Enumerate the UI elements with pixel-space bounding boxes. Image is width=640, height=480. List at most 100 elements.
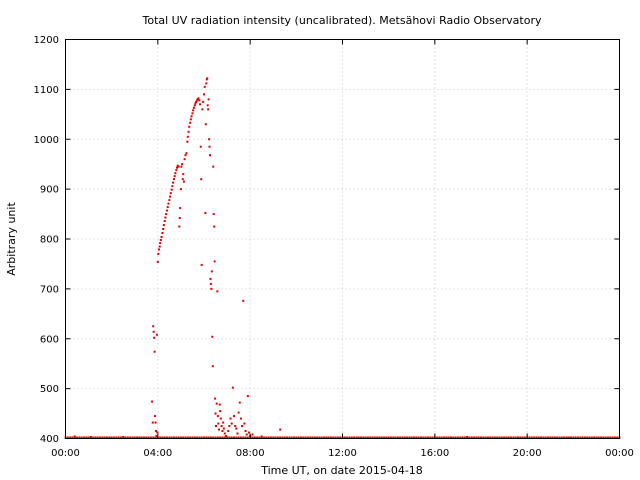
data-point xyxy=(180,165,183,168)
y-axis: 400 500 600 700 800 900 1000 1100 1200 xyxy=(34,35,620,445)
data-point-baseline xyxy=(399,436,402,439)
data-point-baseline xyxy=(535,436,538,439)
data-point-baseline xyxy=(544,436,547,439)
data-point-baseline xyxy=(203,436,205,439)
data-point xyxy=(215,425,218,428)
data-point-baseline xyxy=(251,436,254,439)
data-point xyxy=(226,436,229,439)
data-point-baseline xyxy=(387,436,390,439)
data-point xyxy=(157,252,160,255)
data-point-baseline xyxy=(505,436,508,439)
data-point-baseline xyxy=(507,436,510,439)
data-point xyxy=(223,432,226,435)
x-tick-label: 08:00 xyxy=(236,448,265,459)
data-point xyxy=(73,435,76,438)
data-point xyxy=(236,432,239,435)
data-point-baseline xyxy=(214,436,217,439)
data-point xyxy=(204,123,207,126)
data-point xyxy=(172,178,175,181)
data-point xyxy=(173,175,176,178)
data-point-baseline xyxy=(87,436,90,439)
data-point-baseline xyxy=(325,436,328,439)
data-point-baseline xyxy=(179,436,182,439)
data-point-baseline xyxy=(572,436,575,439)
data-point-baseline xyxy=(396,436,399,439)
data-point-baseline xyxy=(401,436,404,439)
data-point xyxy=(217,422,220,425)
data-point-baseline xyxy=(191,436,194,439)
data-point-baseline xyxy=(207,436,210,439)
data-point xyxy=(251,433,254,436)
data-point xyxy=(213,225,216,228)
data-point-baseline xyxy=(136,436,139,439)
y-tick-label: 800 xyxy=(40,235,59,246)
data-point xyxy=(179,207,182,210)
data-point-baseline xyxy=(343,436,346,439)
data-point-baseline xyxy=(256,436,259,439)
data-point-baseline xyxy=(313,436,316,439)
data-point xyxy=(222,427,225,430)
data-point-baseline xyxy=(496,436,499,439)
y-tick-label: 500 xyxy=(40,384,59,395)
data-point-baseline xyxy=(129,436,132,439)
data-point-baseline xyxy=(80,436,83,439)
data-point-baseline xyxy=(221,436,224,439)
data-point xyxy=(182,180,185,183)
data-point-baseline xyxy=(339,436,342,439)
data-point-baseline xyxy=(438,436,441,439)
data-point-baseline xyxy=(283,436,286,439)
data-point-baseline xyxy=(112,436,115,439)
data-point-baseline xyxy=(563,436,566,439)
data-point-baseline xyxy=(161,436,164,439)
data-point-baseline xyxy=(475,436,478,439)
data-point xyxy=(221,430,224,433)
data-point xyxy=(152,325,155,328)
data-point-baseline xyxy=(200,436,203,439)
data-point-baseline xyxy=(459,436,462,439)
data-point xyxy=(168,199,171,202)
data-point-baseline xyxy=(553,436,556,439)
data-point xyxy=(222,421,225,424)
data-point-baseline xyxy=(613,436,616,439)
data-point-baseline xyxy=(408,436,411,439)
data-point-baseline xyxy=(237,436,240,439)
y-tick-label: 900 xyxy=(40,185,59,196)
data-point-baseline xyxy=(383,436,386,439)
data-point-baseline xyxy=(445,436,448,439)
data-point-baseline xyxy=(239,436,242,439)
data-point xyxy=(89,436,92,439)
data-point xyxy=(206,77,209,80)
data-point-baseline xyxy=(205,436,208,439)
data-point xyxy=(203,93,205,96)
data-point-baseline xyxy=(193,436,196,439)
data-point xyxy=(218,428,221,431)
data-point-baseline xyxy=(389,436,392,439)
data-point-baseline xyxy=(177,436,180,439)
data-point-baseline xyxy=(182,436,185,439)
data-point xyxy=(208,145,211,148)
data-point xyxy=(241,425,244,428)
data-point-baseline xyxy=(110,436,113,439)
data-point-baseline xyxy=(593,436,596,439)
data-point xyxy=(179,188,182,191)
data-point-baseline xyxy=(410,436,413,439)
chart-title: Total UV radiation intensity (uncalibrat… xyxy=(142,14,542,27)
data-point-baseline xyxy=(131,436,134,439)
data-point xyxy=(201,108,204,111)
data-point-baseline xyxy=(468,436,471,439)
data-point xyxy=(239,417,242,420)
data-point xyxy=(165,213,168,216)
data-point xyxy=(157,248,160,251)
data-point-baseline xyxy=(385,436,388,439)
data-point-baseline xyxy=(297,436,300,439)
data-point-baseline xyxy=(366,436,369,439)
data-point-baseline xyxy=(609,436,612,439)
data-point-baseline xyxy=(595,436,598,439)
data-point-baseline xyxy=(417,436,420,439)
data-point xyxy=(181,178,184,181)
data-point xyxy=(164,216,167,219)
data-point-baseline xyxy=(424,436,427,439)
data-point-baseline xyxy=(415,436,418,439)
data-point-baseline xyxy=(373,436,376,439)
data-point xyxy=(194,102,197,105)
